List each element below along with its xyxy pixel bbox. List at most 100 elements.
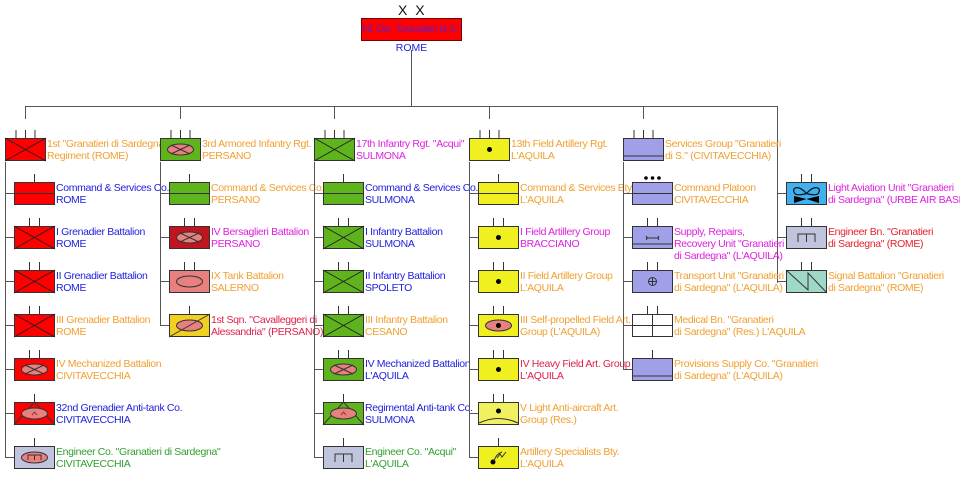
branch-stub-line (160, 237, 169, 238)
unit-label: Regimental Anti-tank Co. SULMONA (365, 402, 473, 426)
unit-label: IX Tank Battalion SALERNO (211, 270, 284, 294)
unit-mechanized[interactable] (160, 130, 201, 161)
unit-infantry[interactable] (4, 130, 47, 162)
unit-label-line: Light Aviation Unit "Granatieri (828, 181, 954, 194)
unit-label: Command & Services Co. SULMONA (365, 182, 478, 206)
unit-label-line: I Grenadier Battalion (56, 225, 145, 238)
branch-stub-line (314, 413, 323, 414)
unit-infantry[interactable] (13, 306, 56, 338)
unit-command[interactable] (14, 174, 55, 205)
unit-command[interactable] (323, 174, 364, 205)
unit-anti-tank[interactable] (322, 394, 365, 426)
unit-services[interactable] (632, 350, 673, 381)
unit-label: Command & Services Bty. L'AQUILA (520, 182, 634, 206)
unit-label-line: I Field Artillery Group (520, 225, 610, 238)
unit-label-line: di Sardegna" (ROME) (828, 281, 924, 294)
unit-label-line: CIVITAVECCHIA (56, 457, 131, 470)
unit-label-line: I Infantry Battalion (365, 225, 443, 238)
unit-label: I Infantry Battalion SULMONA (365, 226, 443, 250)
unit-label-line: L'AQUILA (520, 457, 564, 470)
unit-transport[interactable] (632, 262, 673, 293)
unit-label-line: Supply, Repairs, (674, 225, 745, 238)
unit-artillery[interactable] (478, 350, 519, 381)
unit-label-line: L'AQUILA (520, 193, 564, 206)
unit-anti-tank[interactable] (13, 394, 56, 426)
unit-label-line: SULMONA (365, 237, 415, 250)
unit-label: V Light Anti-aircraft Art. Group (Res.) (520, 402, 619, 426)
branch-stub-line (623, 369, 632, 370)
unit-engineer[interactable] (323, 438, 364, 469)
unit-label-line: Signal Battalion "Granatieri (828, 269, 944, 282)
unit-label: I Grenadier Battalion ROME (56, 226, 145, 250)
unit-label-line: 13th Field Artillery Rgt. (511, 137, 608, 150)
branch-stub-line (314, 281, 323, 282)
unit-cavalry[interactable] (168, 306, 211, 338)
unit-label: 1st Sqn. "Cavalleggeri di Alessandria" (P… (211, 313, 324, 338)
unit-infantry[interactable] (13, 262, 56, 294)
unit-services[interactable] (623, 130, 664, 161)
column-spine-line (314, 162, 315, 458)
unit-command[interactable] (478, 174, 519, 205)
unit-label: IV Mechanized Battalion CIVITAVECCHIA (56, 358, 162, 382)
branch-stub-line (623, 193, 632, 194)
unit-label: Command & Services Co. ROME (56, 182, 169, 206)
unit-artillery[interactable] (469, 130, 510, 161)
unit-label-line: Engineer Co. "Granatieri di Sardegna" (56, 445, 221, 458)
branch-stub-line (469, 237, 478, 238)
unit-label: III Self-propelled Field Art. Group (L'AQ… (520, 314, 631, 338)
unit-infantry[interactable] (313, 130, 356, 162)
branch-stub-line (469, 193, 478, 194)
unit-engineer-armored[interactable] (14, 438, 55, 469)
unit-mechanized[interactable] (14, 350, 55, 381)
unit-artillery[interactable] (478, 262, 519, 293)
unit-infantry[interactable] (13, 218, 56, 250)
branch-stub-line (623, 281, 632, 282)
unit-infantry[interactable] (322, 218, 365, 250)
unit-radar[interactable] (478, 438, 519, 469)
unit-infantry[interactable] (322, 262, 365, 294)
unit-sp-artillery[interactable] (478, 306, 519, 337)
unit-label-line: PERSANO (211, 193, 260, 206)
unit-mechanized[interactable] (169, 218, 210, 249)
branch-stub-line (314, 193, 323, 194)
unit-tank[interactable] (169, 262, 210, 293)
unit-label: III Infantry Battalion CESANO (365, 314, 448, 338)
unit-label: III Grenadier Battalion ROME (56, 314, 150, 338)
unit-label-line: di Sardegna" (L'AQUILA) (674, 249, 783, 262)
unit-command[interactable] (632, 176, 673, 205)
division-echelon-mark: X X (398, 2, 427, 18)
branch-stub-line (5, 369, 14, 370)
branch-stub-line (5, 413, 14, 414)
unit-mechanized[interactable] (323, 350, 364, 381)
unit-label: IV Bersaglieri Battalion PERSANO (211, 226, 309, 250)
branch-stub-line (469, 281, 478, 282)
unit-infantry[interactable] (322, 306, 365, 338)
unit-artillery[interactable] (478, 218, 519, 249)
division-box[interactable]: Inf. Div. "Granatieri di S." (361, 18, 462, 41)
unit-label: IV Mechanized Battalion L'AQUILA (365, 358, 471, 382)
branch-stub-line (469, 369, 478, 370)
unit-medical[interactable] (632, 306, 673, 337)
unit-command[interactable] (169, 174, 210, 205)
unit-label-line: Artillery Specialists Bty. (520, 445, 620, 458)
unit-label-line: CESANO (365, 325, 408, 338)
branch-stub-line (160, 193, 169, 194)
unit-air-defense[interactable] (478, 394, 519, 425)
unit-signal[interactable] (785, 262, 828, 294)
branch-stub-line (777, 281, 786, 282)
division-branch-line (25, 106, 778, 107)
unit-aviation[interactable] (786, 174, 827, 205)
unit-engineer[interactable] (786, 218, 827, 249)
unit-label-line: CIVITAVECCHIA (56, 369, 131, 382)
unit-label: 3rd Armored Infantry Rgt. PERSANO (202, 138, 311, 162)
unit-label-line: IV Bersaglieri Battalion (211, 225, 309, 238)
unit-label-line: Transport Unit "Granatieri (674, 269, 784, 282)
branch-stub-line (5, 237, 14, 238)
unit-label: Engineer Co. "Acqui" L'AQUILA (365, 446, 456, 470)
unit-label-line: Engineer Co. "Acqui" (365, 445, 456, 458)
unit-maintenance[interactable] (632, 218, 673, 249)
unit-label-line: SALERNO (211, 281, 259, 294)
unit-label-line: BRACCIANO (520, 237, 580, 250)
unit-label-line: 1st Sqn. "Cavalleggeri di (211, 313, 317, 326)
unit-label-line: SULMONA (365, 413, 415, 426)
